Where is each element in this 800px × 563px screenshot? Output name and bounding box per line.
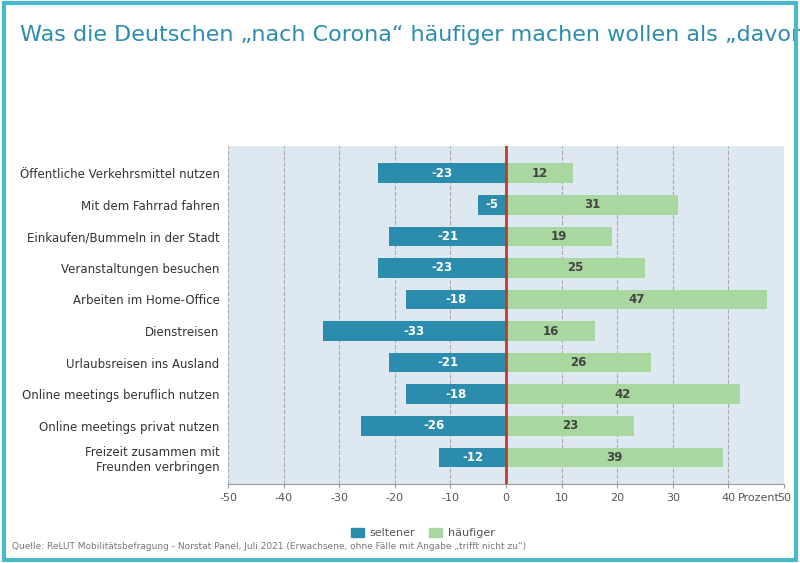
Bar [390,353,506,372]
Bar [439,448,506,467]
Text: 12: 12 [531,167,547,180]
Bar [506,448,723,467]
Text: 39: 39 [606,451,622,464]
Bar [506,195,678,215]
Text: -5: -5 [486,198,498,211]
Bar [506,416,634,436]
Bar [506,385,739,404]
Text: 47: 47 [629,293,645,306]
Bar [406,385,506,404]
Bar [506,321,595,341]
Text: Prozent: Prozent [738,493,780,503]
Text: -23: -23 [431,167,453,180]
Legend: seltener, häufiger: seltener, häufiger [346,524,499,543]
Text: 19: 19 [550,230,567,243]
Bar [506,290,767,309]
Text: -12: -12 [462,451,483,464]
Text: 23: 23 [562,419,578,432]
Bar [406,290,506,309]
Text: -21: -21 [437,356,458,369]
Bar [390,226,506,246]
Text: 16: 16 [542,324,558,338]
Text: 31: 31 [584,198,600,211]
Text: -23: -23 [431,261,453,274]
Text: 42: 42 [614,388,631,401]
Bar [506,353,650,372]
Bar [506,226,612,246]
Bar [478,195,506,215]
Bar [506,163,573,183]
Bar [378,163,506,183]
Text: -33: -33 [404,324,425,338]
Text: 26: 26 [570,356,586,369]
Text: 25: 25 [567,261,584,274]
Bar [362,416,506,436]
Text: -26: -26 [423,419,444,432]
Bar [506,258,645,278]
Text: Quelle: ReLUT Mobilitätsbefragung - Norstat Panel, Juli 2021 (Erwachsene, ohne F: Quelle: ReLUT Mobilitätsbefragung - Nors… [12,542,526,551]
Bar [378,258,506,278]
Text: Was die Deutschen „nach Corona“ häufiger machen wollen als „davor“: Was die Deutschen „nach Corona“ häufiger… [20,25,800,46]
Text: -18: -18 [446,388,466,401]
Text: -18: -18 [446,293,466,306]
Text: -21: -21 [437,230,458,243]
Bar [322,321,506,341]
